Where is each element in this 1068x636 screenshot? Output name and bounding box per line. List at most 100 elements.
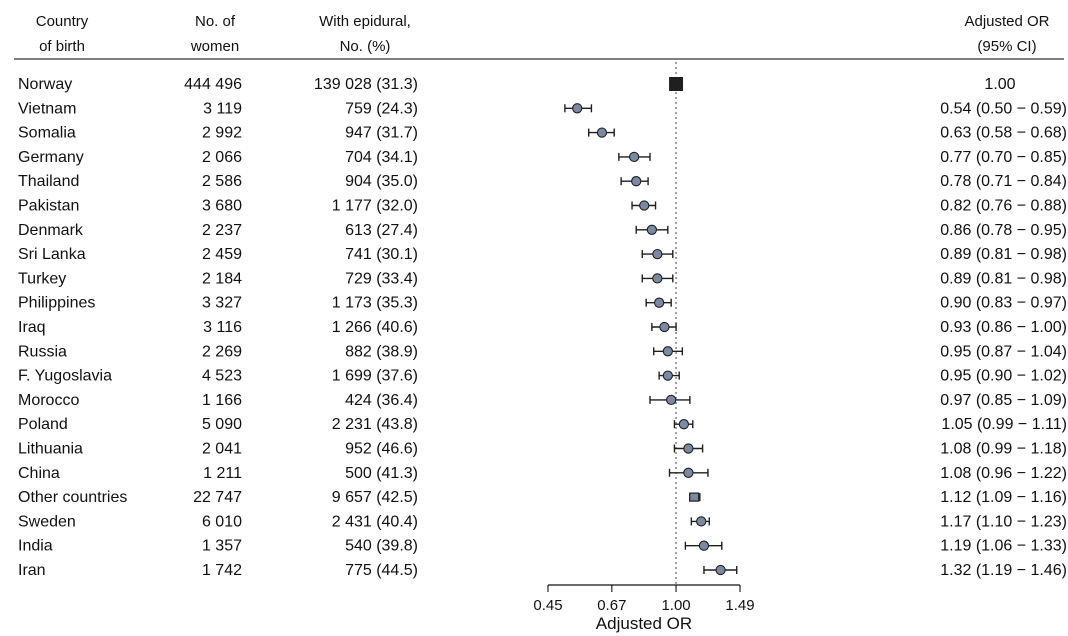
point-marker <box>652 273 663 284</box>
point-marker <box>696 516 707 527</box>
women-count: 2 184 <box>202 270 242 287</box>
point-marker <box>662 370 673 381</box>
point-marker <box>646 224 658 235</box>
women-count: 5 090 <box>202 416 242 433</box>
x-axis-tick-label: 0.67 <box>597 597 626 614</box>
women-count: 6 010 <box>202 513 242 530</box>
x-axis: 0.45 0.67 1.00 1.49 Adjusted OR <box>533 584 755 633</box>
point-marker <box>678 419 690 430</box>
adjusted-or-text: 1.05 (0.99 − 1.11) <box>941 416 1067 433</box>
point-marker <box>683 467 694 478</box>
point-marker <box>683 443 694 454</box>
epidural-count: 2 231 (43.8) <box>332 416 418 433</box>
epidural-count: 1 266 (40.6) <box>332 319 418 336</box>
epidural-header-line-1: With epidural, <box>319 13 411 30</box>
x-axis-tick-label: 1.00 <box>661 597 690 614</box>
or-header-line-1: Adjusted OR <box>964 13 1049 30</box>
adjusted-or-text: 0.95 (0.87 − 1.04) <box>940 343 1067 360</box>
country-label: Iraq <box>18 319 46 336</box>
epidural-header-line-2: No. (%) <box>340 38 391 55</box>
epidural-count: 947 (31.7) <box>345 125 418 142</box>
country-label: China <box>18 465 60 482</box>
adjusted-or-text: 0.93 (0.86 − 1.00) <box>940 319 1067 336</box>
epidural-count: 704 (34.1) <box>345 149 418 166</box>
epidural-count: 882 (38.9) <box>345 343 418 360</box>
women-count: 4 523 <box>202 368 242 385</box>
point-marker <box>628 151 640 163</box>
epidural-count: 2 431 (40.4) <box>332 513 418 530</box>
women-count: 2 237 <box>202 222 242 239</box>
epidural-count: 775 (44.5) <box>345 562 418 579</box>
adjusted-or-text: 0.90 (0.83 − 0.97) <box>940 295 1067 312</box>
country-header-line-2: of birth <box>39 38 85 55</box>
epidural-count: 1 699 (37.6) <box>332 368 418 385</box>
country-label: Pakistan <box>18 198 79 215</box>
point-marker <box>715 564 726 576</box>
women-count: 2 992 <box>202 125 242 142</box>
country-label: India <box>18 538 53 555</box>
point-marker <box>631 176 642 187</box>
epidural-count: 9 657 (42.5) <box>332 489 418 506</box>
adjusted-or-text: 1.00 <box>984 76 1015 93</box>
adjusted-or-text: 1.32 (1.19 − 1.46) <box>940 562 1067 579</box>
adjusted-or-text: 0.97 (0.85 − 1.09) <box>940 392 1067 409</box>
country-label: Iran <box>18 562 46 579</box>
epidural-count: 540 (39.8) <box>345 538 418 555</box>
adjusted-or-text: 0.78 (0.71 − 0.84) <box>940 173 1067 190</box>
country-label: Turkey <box>18 270 66 287</box>
x-axis-tick-label: 0.45 <box>533 597 562 614</box>
epidural-count: 729 (33.4) <box>345 270 418 287</box>
adjusted-or-text: 0.95 (0.90 − 1.02) <box>940 368 1067 385</box>
epidural-count: 613 (27.4) <box>345 222 418 239</box>
adjusted-or-text: 0.77 (0.70 − 0.85) <box>940 149 1067 166</box>
women-count: 1 742 <box>202 562 242 579</box>
point-marker <box>666 394 677 406</box>
table-header: Country of birth No. of women With epidu… <box>14 13 1064 60</box>
women-count: 2 586 <box>202 173 242 190</box>
point-marker <box>572 103 583 114</box>
epidural-count: 1 173 (35.3) <box>332 295 418 312</box>
women-count: 444 496 <box>184 76 242 93</box>
country-label: Philippines <box>18 295 95 312</box>
x-axis-title: Adjusted OR <box>596 614 692 633</box>
country-label: Thailand <box>18 173 79 190</box>
table-rows: Norway 444 496 139 028 (31.3) 1.00 Vietnam 3 … <box>18 76 1067 579</box>
epidural-count: 904 (35.0) <box>345 173 418 190</box>
adjusted-or-text: 0.89 (0.81 − 0.98) <box>940 246 1067 263</box>
country-label: Lithuania <box>18 441 83 458</box>
country-header-line-1: Country <box>36 13 89 30</box>
or-header-line-2: (95% CI) <box>977 38 1036 55</box>
point-marker <box>596 127 608 138</box>
adjusted-or-text: 0.86 (0.78 − 0.95) <box>940 222 1067 239</box>
adjusted-or-text: 0.54 (0.50 − 0.59) <box>940 100 1067 117</box>
reference-marker <box>669 77 684 91</box>
country-label: Russia <box>18 343 67 360</box>
country-label: Norway <box>18 76 72 93</box>
epidural-count: 741 (30.1) <box>345 246 418 263</box>
women-count: 22 747 <box>193 489 242 506</box>
women-count: 3 327 <box>202 295 242 312</box>
point-marker <box>654 297 665 308</box>
point-marker <box>662 346 673 357</box>
country-label: Somalia <box>18 125 76 142</box>
adjusted-or-text: 1.19 (1.06 − 1.33) <box>940 538 1067 555</box>
epidural-count: 759 (24.3) <box>345 100 418 117</box>
adjusted-or-text: 1.17 (1.10 − 1.23) <box>940 513 1067 530</box>
point-marker <box>698 540 710 551</box>
point-marker <box>659 321 670 333</box>
women-count: 3 680 <box>202 198 242 215</box>
adjusted-or-text: 0.63 (0.58 − 0.68) <box>940 125 1067 142</box>
women-count: 1 166 <box>202 392 242 409</box>
adjusted-or-text: 0.82 (0.76 − 0.88) <box>940 198 1067 215</box>
adjusted-or-text: 0.89 (0.81 − 0.98) <box>940 270 1067 287</box>
country-label: Sri Lanka <box>18 246 86 263</box>
point-marker <box>689 492 700 502</box>
epidural-count: 500 (41.3) <box>345 465 418 482</box>
women-count: 1 357 <box>202 538 242 555</box>
country-label: Morocco <box>18 392 79 409</box>
women-count: 3 116 <box>203 319 242 336</box>
country-label: Denmark <box>18 222 84 239</box>
epidural-count: 139 028 (31.3) <box>314 76 418 93</box>
women-header-line-1: No. of <box>195 13 236 30</box>
